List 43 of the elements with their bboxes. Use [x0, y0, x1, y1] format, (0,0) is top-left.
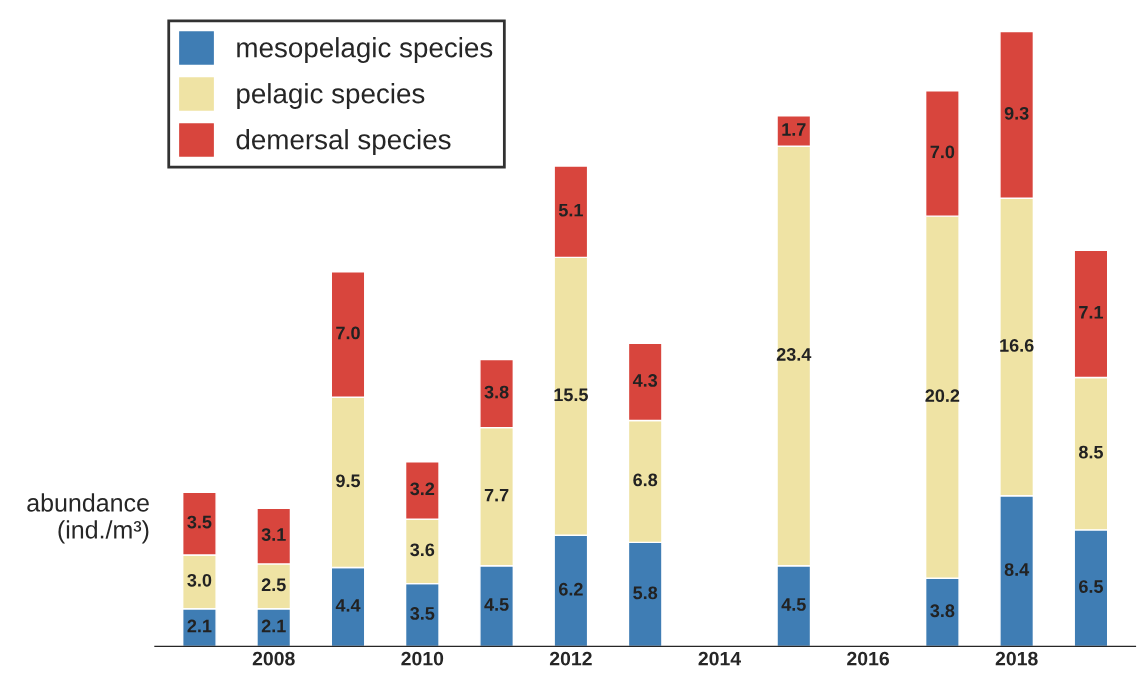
data-label: 20.2	[925, 389, 960, 403]
data-label: 7.7	[484, 488, 509, 502]
data-label: 7.0	[930, 145, 955, 159]
data-label: 4.4	[335, 599, 361, 612]
data-label: 8.5	[1078, 445, 1103, 459]
data-label: 4.5	[781, 598, 806, 611]
data-label: 3.8	[930, 604, 955, 618]
data-label: 3.2	[410, 482, 435, 496]
data-label: 15.5	[554, 388, 588, 402]
data-label: 2.1	[187, 619, 212, 633]
data-label: 4.5	[484, 598, 509, 611]
x-tick-label: 2012	[549, 651, 592, 666]
data-label: 2.1	[261, 619, 286, 633]
legend-label: pelagic species	[237, 83, 425, 109]
data-label: 4.3	[632, 374, 658, 387]
legend-label: mesopelagic species	[237, 37, 493, 63]
data-label: 6.8	[633, 473, 658, 487]
data-label: 3.8	[484, 385, 509, 399]
data-label: 7.1	[1079, 306, 1103, 319]
x-tick-label: 2016	[847, 651, 889, 666]
data-label: 7.0	[336, 326, 360, 340]
data-label: 3.5	[410, 607, 435, 620]
data-label: 5.8	[633, 586, 658, 600]
data-label: 9.3	[1004, 106, 1029, 120]
legend-label: demersal species	[236, 129, 451, 155]
data-label: 3.1	[261, 528, 286, 541]
data-label: 6.5	[1079, 580, 1103, 593]
data-label: 23.4	[776, 348, 812, 361]
data-label: 2.5	[261, 578, 286, 592]
x-tick-label: 2008	[252, 651, 295, 666]
data-label: 9.5	[336, 474, 361, 488]
data-label: 5.1	[558, 203, 583, 217]
x-tick-label: 2018	[995, 651, 1038, 666]
data-label: 8.4	[1004, 563, 1030, 576]
y-axis-title: abundance (ind./m³)	[27, 493, 149, 544]
x-tick-label: 2010	[401, 651, 444, 666]
data-label: 16.6	[1000, 339, 1034, 352]
data-label: 3.0	[187, 573, 212, 587]
x-tick-label: 2014	[698, 651, 742, 666]
data-label: 3.5	[187, 515, 212, 529]
data-label: 3.6	[410, 543, 435, 557]
data-label: 1.7	[782, 123, 806, 136]
data-label: 6.2	[559, 582, 583, 596]
